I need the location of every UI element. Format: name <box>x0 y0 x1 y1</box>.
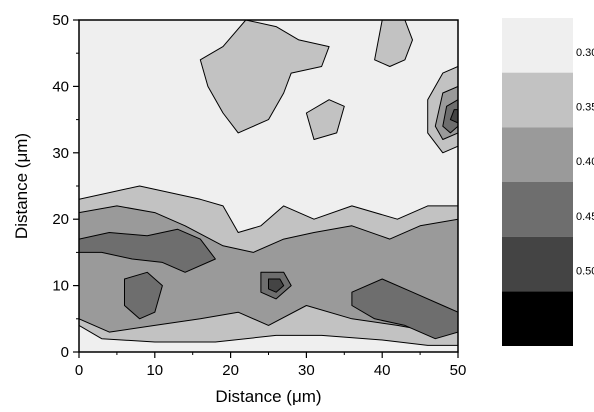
y-tick-label: 40 <box>52 78 69 95</box>
plot-area <box>78 19 459 353</box>
y-axis-title: Distance (μm) <box>12 133 31 239</box>
contour-region-0.40-0.45 <box>442 99 458 134</box>
x-tick-label: 50 <box>450 362 467 379</box>
x-tick-label: 40 <box>374 362 391 379</box>
y-tick-label: 20 <box>52 211 69 228</box>
colorbar-swatch <box>502 291 573 346</box>
colorbar-swatch <box>502 72 573 128</box>
contour-region-0.40-0.45 <box>351 278 458 340</box>
colorbar-legend: 0.30 0.35 0.40 0.45 0.50 <box>502 18 594 346</box>
contour-region-0.30-0.35 <box>305 99 345 140</box>
colorbar-label: 0.50 <box>576 266 594 278</box>
colorbar-label: 0.30 <box>576 47 594 59</box>
colorbar-swatch <box>502 18 573 73</box>
x-axis-title: Distance (μm) <box>215 387 321 406</box>
contour-region-0.40-0.45 <box>79 228 216 273</box>
colorbar-label: 0.45 <box>576 211 594 223</box>
x-tick-label: 20 <box>222 362 239 379</box>
y-tick-label: 10 <box>52 278 69 295</box>
y-tick-label: 30 <box>52 145 69 162</box>
axes: 0 10 20 30 40 50 0 10 20 30 40 50 <box>52 12 466 379</box>
y-tick-label: 50 <box>52 12 69 29</box>
colorbar-label: 0.35 <box>576 102 594 114</box>
contour-regions <box>79 20 458 346</box>
contour-region-0.45-0.50 <box>268 278 285 293</box>
x-tick-label: 30 <box>298 362 315 379</box>
contour-region-0.40-0.45 <box>124 271 163 320</box>
contour-region-0.45-0.50 <box>449 109 458 124</box>
contour-region-0.30-0.35 <box>199 20 330 134</box>
colorbar-swatch <box>502 236 573 292</box>
colorbar-label: 0.40 <box>576 156 594 168</box>
y-tick-label: 0 <box>61 344 69 361</box>
contour-region-0.30-0.35 <box>374 20 413 67</box>
colorbar-swatch <box>502 182 573 237</box>
colorbar-swatch <box>502 127 573 182</box>
x-tick-label: 0 <box>75 362 83 379</box>
x-tick-label: 10 <box>146 362 163 379</box>
